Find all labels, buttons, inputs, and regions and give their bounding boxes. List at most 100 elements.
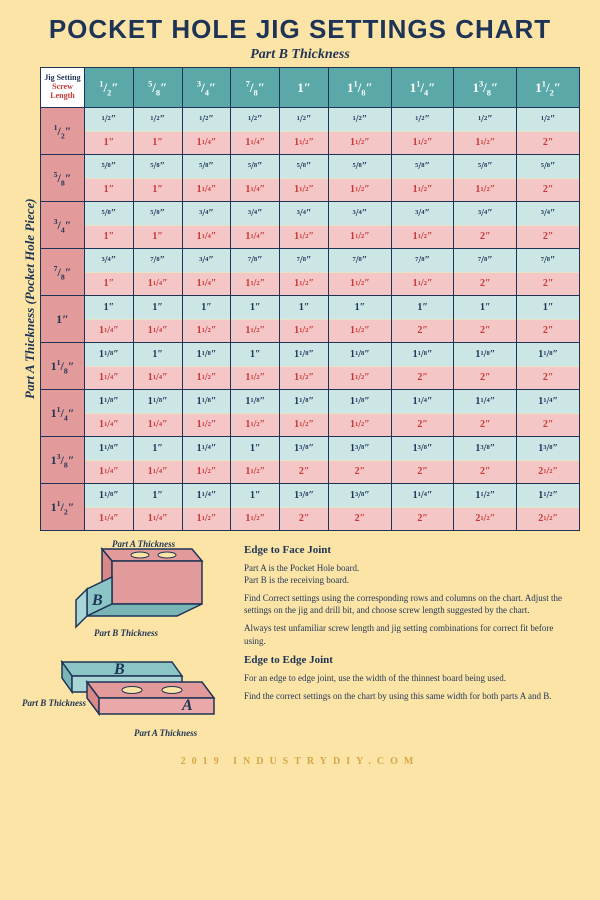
- data-cell: 11/8″11/4″: [85, 390, 134, 437]
- data-cell: 1″2″: [517, 296, 580, 343]
- instr-p6: Find the correct settings on the chart b…: [244, 690, 576, 702]
- jig-value: 1″: [85, 296, 133, 320]
- screw-value: 11/4″: [134, 461, 182, 484]
- jig-value: 1/2″: [392, 108, 454, 132]
- screw-value: 11/2″: [183, 461, 231, 484]
- row-header: 5/8″: [41, 155, 85, 202]
- jig-value: 1/2″: [85, 108, 133, 132]
- row-header: 11/8″: [41, 343, 85, 390]
- data-cell: 1/2″11/4″: [182, 108, 231, 155]
- jig-value: 1/2″: [517, 108, 579, 132]
- diagram-edge-to-face: Part A Thickness A B: [24, 541, 234, 636]
- instr-p2: Part B is the receiving board.: [244, 575, 349, 585]
- data-cell: 11/8″11/2″: [231, 390, 280, 437]
- data-cell: 1/2″11/2″: [454, 108, 517, 155]
- jig-value: 1″: [329, 296, 391, 320]
- screw-value: 11/2″: [183, 367, 231, 390]
- data-cell: 5/8″1″: [133, 155, 182, 202]
- data-cell: 11/8″11/4″: [85, 437, 134, 484]
- jig-value: 11/8″: [454, 343, 516, 367]
- jig-value: 13/8″: [454, 437, 516, 461]
- data-cell: 1″11/2″: [231, 437, 280, 484]
- screw-value: 11/2″: [183, 414, 231, 437]
- data-cell: 1″11/4″: [133, 296, 182, 343]
- data-cell: 5/8″11/2″: [391, 155, 454, 202]
- corner-screw-label: Screw Length: [43, 83, 82, 101]
- corner-cell: Jig Setting Screw Length: [41, 68, 85, 108]
- data-cell: 1″11/2″: [231, 343, 280, 390]
- jig-value: 13/8″: [392, 437, 454, 461]
- data-cell: 13/8″2″: [391, 437, 454, 484]
- jig-value: 11/4″: [454, 390, 516, 414]
- jig-value: 5/8″: [454, 155, 516, 179]
- jig-value: 11/8″: [85, 343, 133, 367]
- data-cell: 3/4″2″: [454, 202, 517, 249]
- screw-value: 2″: [517, 132, 579, 155]
- data-cell: 1″2″: [454, 296, 517, 343]
- data-cell: 11/2″21/2″: [517, 484, 580, 531]
- jig-value: 1/2″: [454, 108, 516, 132]
- data-cell: 11/8″11/2″: [182, 390, 231, 437]
- row-header: 1″: [41, 296, 85, 343]
- instr-p3: Find Correct settings using the correspo…: [244, 592, 576, 616]
- data-cell: 11/8″11/4″: [85, 343, 134, 390]
- jig-value: 11/8″: [280, 390, 328, 414]
- data-cell: 13/8″2″: [328, 484, 391, 531]
- data-cell: 11/8″2″: [517, 343, 580, 390]
- screw-value: 11/2″: [392, 132, 454, 155]
- data-cell: 1/2″1″: [85, 108, 134, 155]
- jig-value: 5/8″: [183, 155, 231, 179]
- instr-h1: Edge to Face Joint: [244, 543, 576, 558]
- diag1-label-b: Part B Thickness: [94, 628, 158, 638]
- data-cell: 3/4″11/4″: [182, 202, 231, 249]
- data-cell: 11/4″2″: [391, 390, 454, 437]
- data-cell: 3/4″11/2″: [280, 202, 329, 249]
- screw-value: 11/2″: [231, 508, 279, 531]
- screw-value: 11/2″: [329, 132, 391, 155]
- col-header: 5/8″: [133, 68, 182, 108]
- data-cell: 1/2″11/2″: [328, 108, 391, 155]
- copyright: 2019 INDUSTRYDIY.COM: [20, 756, 580, 767]
- jig-value: 5/8″: [392, 155, 454, 179]
- page-title: POCKET HOLE JIG SETTINGS CHART: [20, 14, 580, 45]
- data-cell: 11/8″11/2″: [182, 343, 231, 390]
- diagrams: Part A Thickness A B: [24, 541, 234, 752]
- jig-value: 1″: [134, 484, 182, 508]
- jig-value: 1″: [231, 484, 279, 508]
- jig-value: 1/2″: [231, 108, 279, 132]
- data-cell: 5/8″2″: [517, 155, 580, 202]
- screw-value: 11/4″: [85, 508, 133, 531]
- data-cell: 1″11/2″: [280, 296, 329, 343]
- screw-value: 11/2″: [231, 414, 279, 437]
- screw-value: 2″: [517, 179, 579, 202]
- row-header: 3/4″: [41, 202, 85, 249]
- jig-value: 1/2″: [280, 108, 328, 132]
- screw-value: 11/2″: [454, 132, 516, 155]
- jig-value: 1/2″: [183, 108, 231, 132]
- jig-value: 1″: [392, 296, 454, 320]
- screw-value: 21/2″: [517, 461, 579, 484]
- data-cell: 3/4″11/4″: [231, 202, 280, 249]
- data-cell: 11/4″2″: [517, 390, 580, 437]
- jig-value: 11/2″: [517, 484, 579, 508]
- screw-value: 1″: [134, 226, 182, 249]
- col-header: 1″: [280, 68, 329, 108]
- jig-value: 5/8″: [85, 155, 133, 179]
- screw-value: 11/2″: [280, 226, 328, 249]
- jig-value: 1/2″: [329, 108, 391, 132]
- screw-value: 11/2″: [329, 320, 391, 343]
- screw-value: 11/4″: [85, 461, 133, 484]
- data-cell: 13/8″2″: [454, 437, 517, 484]
- screw-value: 2″: [392, 508, 454, 531]
- data-cell: 1/2″11/2″: [280, 108, 329, 155]
- jig-value: 1″: [134, 343, 182, 367]
- jig-value: 5/8″: [134, 155, 182, 179]
- jig-value: 1″: [231, 437, 279, 461]
- jig-value: 11/4″: [392, 484, 454, 508]
- data-cell: 3/4″2″: [517, 202, 580, 249]
- data-cell: 1/2″1″: [133, 108, 182, 155]
- jig-value: 7/8″: [454, 249, 516, 273]
- diag2-A: A: [181, 697, 193, 714]
- col-header: 7/8″: [231, 68, 280, 108]
- jig-value: 3/4″: [454, 202, 516, 226]
